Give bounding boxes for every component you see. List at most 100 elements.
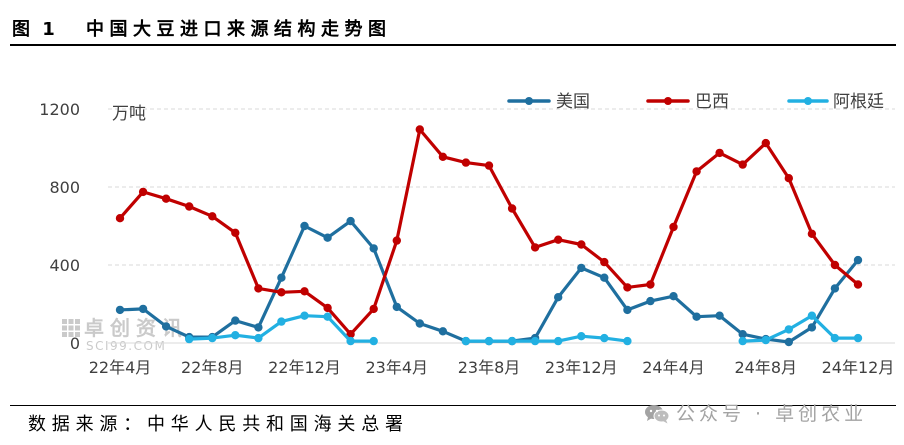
us-point [807, 323, 817, 332]
brazil-point [623, 283, 632, 292]
brazil-point [761, 138, 771, 148]
us-point [646, 296, 655, 306]
brazil-point [669, 222, 678, 232]
brazil-point [438, 152, 448, 161]
us-series [115, 216, 863, 347]
x-tick-label: 23年12月 [545, 358, 618, 377]
brazil-point [254, 284, 263, 293]
brazil-point [115, 213, 125, 223]
legend-us-label: 美国 [556, 92, 590, 112]
argentina-point [853, 333, 863, 343]
x-tick-label: 23年4月 [365, 358, 428, 377]
source-rule [10, 405, 896, 406]
us-point [346, 216, 355, 226]
y-tick-label: 1200 [39, 100, 80, 119]
x-axis: 22年4月 22年8月 22年12月 23年4月 23年8月 23年12月 24年4月 24年… [89, 358, 895, 377]
brazil-point [715, 148, 724, 158]
title-rule [10, 44, 896, 46]
legend-argentina-marker [804, 97, 812, 105]
brazil-point [231, 228, 240, 237]
argentina-point [231, 331, 240, 340]
argentina-point [507, 336, 517, 346]
brazil-point [830, 260, 840, 270]
argentina-point [830, 333, 840, 343]
legend-brazil-marker [664, 97, 672, 105]
argentina-point [554, 336, 563, 346]
y-tick-label: 0 [70, 334, 80, 353]
brazil-point [415, 125, 424, 134]
us-point [784, 337, 794, 347]
argentina-point [530, 336, 540, 346]
us-point [392, 302, 401, 312]
chart-title: 中国大豆进口来源结构走势图 [86, 19, 392, 40]
wechat-icon [645, 405, 670, 424]
x-tick-label: 23年8月 [458, 358, 521, 377]
data-source: 数据来源：中华人民共和国海关总署 [28, 414, 409, 435]
us-point [715, 311, 724, 320]
sci99-logo-icon [62, 319, 80, 337]
x-tick-label: 24年8月 [734, 358, 797, 377]
brazil-point [784, 173, 794, 183]
us-point [554, 293, 563, 302]
us-point [623, 305, 632, 315]
brazil-point [484, 161, 494, 170]
us-point [438, 327, 448, 336]
y-axis: 0 400 800 1200 [39, 100, 80, 353]
legend-item-brazil: 巴西 [646, 92, 729, 112]
account-watermark-text: 公众号 · 卓创农业 [676, 403, 868, 425]
brazil-point [738, 160, 747, 169]
us-point [277, 273, 286, 282]
us-point [323, 233, 332, 242]
us-point [600, 273, 609, 282]
x-tick-label: 22年12月 [268, 358, 341, 377]
brazil-point [577, 240, 586, 249]
legend-item-argentina: 阿根廷 [787, 92, 884, 112]
us-point [369, 244, 378, 253]
brazil-point [507, 204, 517, 213]
brazil-point [184, 202, 194, 211]
argentina-point [208, 333, 217, 343]
us-point [300, 221, 309, 231]
brazil-point [369, 304, 378, 314]
argentina-point [323, 312, 332, 321]
brazil-point [461, 158, 471, 167]
argentina-point [784, 325, 794, 334]
x-tick-label: 22年8月 [181, 358, 244, 377]
y-tick-label: 400 [49, 256, 80, 275]
y-tick-label: 800 [49, 178, 80, 197]
argentina-point [807, 311, 817, 320]
y-unit-label: 万吨 [112, 104, 146, 124]
series-layer [115, 125, 863, 347]
brazil-point [554, 235, 563, 244]
us-point [669, 292, 678, 301]
us-point [853, 255, 863, 265]
us-point [830, 284, 840, 293]
brazil-line [118, 127, 860, 336]
argentina-series [184, 311, 863, 346]
argentina-point [600, 333, 609, 343]
brazil-point [208, 212, 217, 221]
brazil-series [115, 125, 863, 339]
argentina-point [277, 317, 286, 326]
us-point [115, 305, 125, 315]
us-point [138, 304, 148, 314]
argentina-point [577, 332, 586, 341]
us-point [738, 330, 747, 339]
legend-brazil-label: 巴西 [695, 92, 729, 112]
us-point [231, 316, 240, 325]
argentina-point [461, 336, 471, 346]
argentina-point [346, 336, 355, 346]
argentina-point [369, 336, 378, 346]
brazil-point [138, 187, 148, 197]
us-point [415, 319, 424, 328]
argentina-point [184, 334, 194, 344]
legend: 美国 巴西 阿根廷 [507, 92, 884, 112]
x-tick-label: 24年4月 [642, 358, 705, 377]
brazil-point [392, 236, 401, 245]
brazil-point [692, 167, 701, 176]
argentina-point [484, 336, 494, 346]
us-point [161, 322, 171, 331]
x-tick-label: 24年12月 [822, 358, 895, 377]
us-point [692, 312, 701, 321]
